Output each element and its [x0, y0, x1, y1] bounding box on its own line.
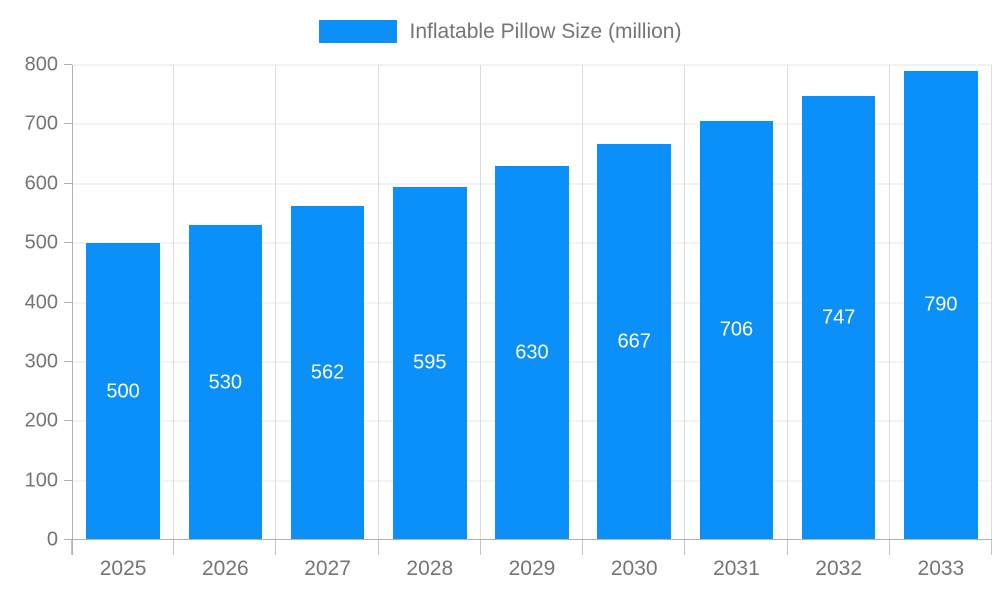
- x-axis-tick: [479, 540, 481, 555]
- x-axis-tick: [684, 540, 686, 555]
- bar[interactable]: 667: [597, 143, 672, 540]
- x-axis-tick: [173, 540, 175, 555]
- y-axis-label: 200: [24, 409, 58, 432]
- legend[interactable]: Inflatable Pillow Size (million): [0, 19, 1000, 44]
- bar[interactable]: 790: [904, 70, 978, 540]
- bar[interactable]: 500: [86, 243, 160, 540]
- bar[interactable]: 747: [801, 96, 876, 540]
- plot-area: 500 530 562 595 630 667 706 747 790 0 100 200 300 40…: [25, 54, 992, 580]
- y-axis-tick: [64, 123, 72, 125]
- x-axis-label: 2028: [406, 557, 454, 580]
- y-axis-tick: [64, 420, 72, 422]
- x-axis-line: [64, 539, 992, 540]
- bar-value-label: 595: [413, 351, 447, 374]
- y-axis-tick: [64, 301, 72, 303]
- x-axis-tick: [71, 540, 72, 555]
- x-axis-label: 2026: [201, 557, 249, 580]
- vertical-gridline: [991, 65, 992, 540]
- bar-value-label: 630: [515, 341, 549, 364]
- x-axis-label: 2029: [508, 557, 556, 580]
- vertical-gridline: [888, 65, 890, 540]
- y-axis-label: 300: [24, 350, 58, 373]
- x-axis-label: 2031: [713, 557, 760, 580]
- y-axis-tick: [64, 360, 72, 362]
- horizontal-gridline: [72, 123, 992, 125]
- vertical-gridline: [377, 65, 379, 540]
- bar[interactable]: 595: [392, 186, 467, 540]
- horizontal-gridline: [72, 64, 992, 66]
- x-axis-tick: [275, 540, 277, 555]
- bar-value-label: 500: [106, 380, 140, 403]
- x-axis-tick: [991, 540, 992, 555]
- y-axis-label: 500: [24, 231, 58, 254]
- x-axis-tick: [582, 540, 584, 555]
- bar-value-label: 790: [924, 293, 958, 316]
- y-axis-label: 600: [24, 172, 58, 195]
- x-axis-tick: [377, 540, 379, 555]
- bar-value-label: 562: [310, 361, 345, 384]
- bar-value-label: 747: [821, 306, 856, 329]
- bar-value-label: 667: [617, 330, 651, 353]
- x-axis-label: 2027: [304, 557, 351, 580]
- vertical-gridline: [684, 65, 686, 540]
- vertical-gridline: [479, 65, 481, 540]
- bar-value-label: 706: [719, 318, 754, 341]
- y-axis-tick: [64, 182, 72, 184]
- x-axis-label: 2030: [610, 557, 658, 580]
- legend-label: Inflatable Pillow Size (million): [409, 20, 682, 43]
- x-axis-tick: [786, 540, 788, 555]
- y-axis-tick: [64, 242, 72, 244]
- vertical-gridline: [582, 65, 584, 540]
- x-axis-tick: [888, 540, 890, 555]
- y-axis-label: 400: [24, 291, 58, 313]
- bar[interactable]: 706: [699, 120, 774, 540]
- x-axis-label: 2032: [815, 557, 863, 580]
- x-axis-label: 2033: [917, 557, 965, 580]
- y-axis-tick: [64, 64, 72, 65]
- y-axis-label: 0: [46, 528, 58, 551]
- vertical-gridline: [173, 65, 175, 540]
- vertical-gridline: [275, 65, 277, 540]
- y-axis-label: 700: [24, 112, 58, 135]
- bar[interactable]: 562: [290, 206, 365, 540]
- legend-swatch-icon: [318, 20, 397, 44]
- y-axis-tick: [64, 539, 72, 540]
- bar[interactable]: 630: [495, 165, 569, 540]
- y-axis-label: 800: [24, 53, 58, 76]
- vertical-gridline: [786, 65, 788, 540]
- y-axis-line: [72, 65, 73, 555]
- y-axis-label: 100: [24, 469, 58, 492]
- x-axis-label: 2025: [99, 557, 147, 580]
- bar[interactable]: 530: [188, 225, 263, 540]
- bar-value-label: 530: [208, 371, 243, 394]
- y-axis-tick: [64, 479, 72, 481]
